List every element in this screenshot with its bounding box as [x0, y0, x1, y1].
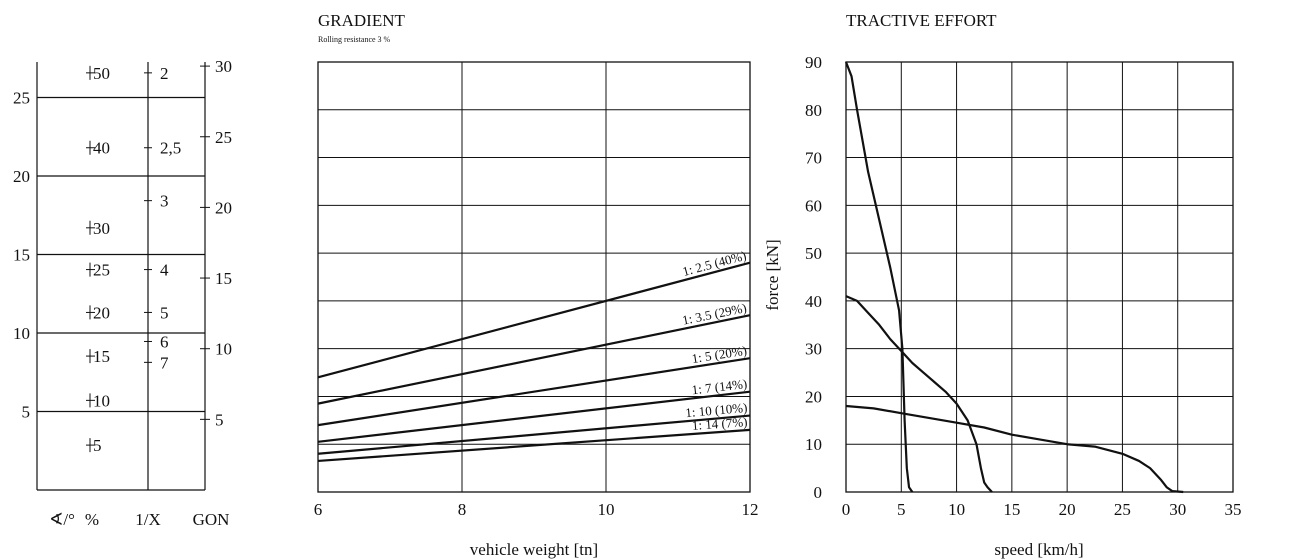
gon-tick-label: 30 — [215, 57, 232, 76]
tractive-y-tick-label: 30 — [805, 340, 822, 359]
tractive-y-tick-label: 20 — [805, 387, 822, 406]
tractive-x-tick-label: 35 — [1225, 500, 1242, 519]
degree-column-label: ∢/° — [49, 510, 75, 529]
ratio-tick-label: 6 — [160, 332, 169, 351]
tractive-x-tick-label: 5 — [897, 500, 906, 519]
tractive-y-tick-label: 0 — [814, 483, 823, 502]
gradient-line-label: 1: 2.5 (40%) — [681, 248, 748, 279]
degree-tick-label: 25 — [13, 89, 30, 108]
tractive-effort-curve — [845, 295, 993, 493]
tractive-effort-curve — [845, 404, 1184, 494]
gradient-line-label: 1: 10 (10%) — [685, 400, 748, 420]
degree-tick-label: 15 — [13, 246, 30, 265]
tractive-effort-curve — [844, 61, 914, 493]
gradient-chart: GRADIENT Rolling resistance 3 % vehicle … — [314, 11, 759, 559]
tractive-plot-frame — [845, 61, 1234, 493]
gon-tick-label: 15 — [215, 269, 232, 288]
angle-conversion-nomogram: ∢/° % 1/X GON 25 20 15 10 5 50 40 30 25 20 15 10 5 2 2… — [13, 57, 232, 529]
tractive-x-tick-label: 15 — [1003, 500, 1020, 519]
gon-column-label: GON — [193, 510, 230, 529]
percent-tick-label: 50 — [93, 64, 110, 83]
tractive-x-tick-label: 20 — [1059, 500, 1076, 519]
gradient-plot-frame — [317, 61, 751, 493]
gradient-title: GRADIENT — [318, 11, 405, 30]
tractive-y-tick-label: 60 — [805, 196, 822, 215]
gradient-x-axis-label: vehicle weight [tn] — [470, 540, 598, 559]
degree-tick-label: 10 — [13, 324, 30, 343]
degree-tick-label: 5 — [22, 403, 31, 422]
tractive-x-tick-label: 10 — [948, 500, 965, 519]
ratio-tick-label: 7 — [160, 353, 169, 372]
percent-tick-label: 20 — [93, 303, 110, 322]
gradient-x-tick-label: 6 — [314, 500, 323, 519]
percent-tick-label: 40 — [93, 139, 110, 158]
ratio-tick-label: 5 — [160, 303, 169, 322]
gradient-line — [317, 390, 751, 443]
tractive-y-tick-label: 90 — [805, 53, 822, 72]
tractive-y-tick-label: 80 — [805, 101, 822, 120]
gon-tick-label: 10 — [215, 340, 232, 359]
gradient-line-label: 1: 14 (7%) — [691, 414, 748, 433]
gradient-x-tick-label: 12 — [742, 500, 759, 519]
ratio-column-label: 1/X — [135, 510, 161, 529]
tractive-x-tick-label: 0 — [842, 500, 851, 519]
tractive-effort-chart: TRACTIVE EFFORT speed [km/h] force [kN] … — [763, 11, 1242, 559]
gradient-line — [317, 428, 751, 463]
tractive-x-tick-label: 25 — [1114, 500, 1131, 519]
percent-tick-label: 15 — [93, 347, 110, 366]
tractive-y-tick-label: 70 — [805, 149, 822, 168]
tractive-y-tick-label: 50 — [805, 244, 822, 263]
degree-tick-label: 20 — [13, 167, 30, 186]
tractive-effort-title: TRACTIVE EFFORT — [846, 11, 997, 30]
ratio-tick-label: 2,5 — [160, 139, 181, 158]
tractive-x-axis-label: speed [km/h] — [994, 540, 1083, 559]
ratio-tick-label: 2 — [160, 64, 169, 83]
gradient-x-tick-label: 10 — [598, 500, 615, 519]
percent-tick-label: 30 — [93, 219, 110, 238]
tractive-y-tick-label: 40 — [805, 292, 822, 311]
ratio-tick-label: 4 — [160, 261, 169, 280]
gradient-subtitle: Rolling resistance 3 % — [318, 35, 391, 44]
gradient-line — [317, 261, 751, 379]
tractive-y-axis-label: force [kN] — [763, 239, 782, 310]
gradient-line — [317, 357, 751, 427]
gradient-line — [317, 314, 751, 405]
gon-tick-label: 20 — [215, 198, 232, 217]
percent-tick-label: 5 — [93, 436, 102, 455]
gradient-line — [317, 414, 751, 455]
gon-tick-label: 25 — [215, 128, 232, 147]
tractive-y-tick-label: 10 — [805, 435, 822, 454]
gradient-x-tick-label: 8 — [458, 500, 467, 519]
ratio-tick-label: 3 — [160, 192, 169, 211]
percent-column-label: % — [85, 510, 99, 529]
gradient-line-label: 1: 7 (14%) — [691, 376, 748, 397]
percent-tick-label: 10 — [93, 391, 110, 410]
tractive-x-tick-label: 30 — [1169, 500, 1186, 519]
percent-tick-label: 25 — [93, 261, 110, 280]
gon-tick-label: 5 — [215, 410, 224, 429]
